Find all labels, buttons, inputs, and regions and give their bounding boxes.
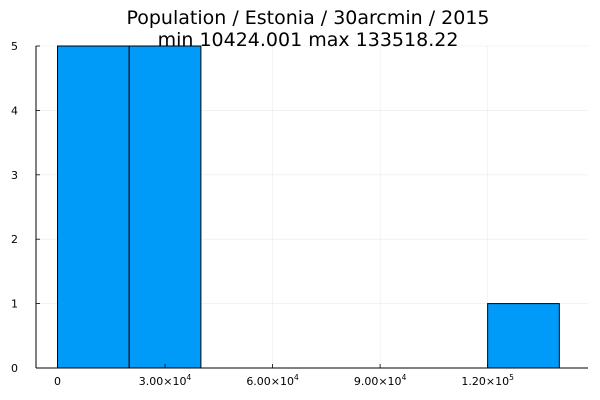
bars: [57, 45, 560, 369]
x-tick-label: 1.20×105: [461, 373, 514, 388]
x-tick-label: 3.00×104: [139, 373, 192, 388]
x-tick-labels: 0 3.00×104 6.00×104 9.00×104 1.20×105: [54, 373, 514, 388]
x-tick-label: 6.00×104: [246, 373, 299, 388]
y-tick-label: 3: [11, 169, 18, 182]
chart-subtitle: min 10424.001 max 133518.22: [158, 29, 459, 51]
y-tick-labels: 0 1 2 3 4 5: [11, 40, 18, 375]
y-tick-label: 5: [11, 40, 18, 53]
y-tick-label: 1: [11, 298, 18, 311]
y-tick-label: 4: [11, 104, 18, 117]
x-tick-label: 0: [54, 375, 61, 388]
y-tick-label: 2: [11, 233, 18, 246]
chart-title: Population / Estonia / 30arcmin / 2015: [126, 7, 489, 29]
histogram-bar: [487, 303, 560, 369]
histogram-bar: [57, 45, 130, 369]
histogram-bar: [128, 45, 202, 369]
y-tick-label: 0: [11, 362, 18, 375]
axes: [35, 45, 588, 369]
x-tick-label: 9.00×104: [354, 373, 407, 388]
